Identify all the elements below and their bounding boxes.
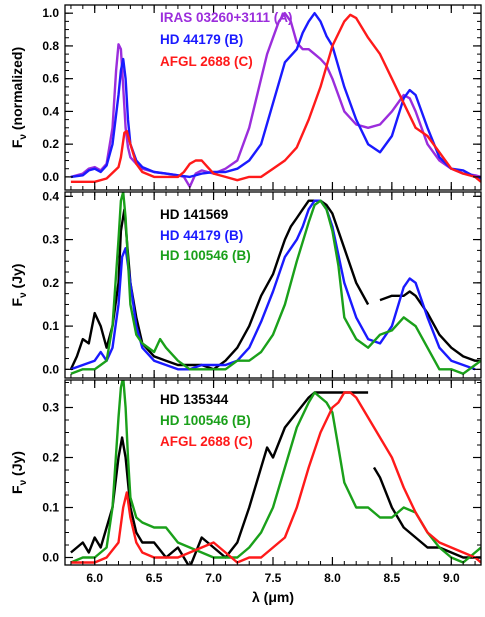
y-tick-label: 0.2 (42, 137, 59, 151)
y-tick-label: 0.1 (42, 501, 59, 515)
y-tick-label: 1.0 (42, 6, 59, 20)
x-axis-title: λ (μm) (252, 589, 294, 605)
plot-frame (64, 191, 482, 379)
x-tick-label: 7.5 (265, 571, 282, 585)
panel-2: 0.0 0.1 0.2 0.3 0.4 Fν (Jy) HD 141569 HD 44179 … (9, 189, 482, 379)
series-hd-44179-b-line (70, 199, 476, 371)
legend-entry-hd-44179-b: HD 44179 (B) (160, 32, 243, 47)
legend-entry-hd-135344: HD 135344 (160, 392, 229, 407)
legend-entry-hd-141569: HD 141569 (160, 207, 228, 222)
y-tick-label: 0.3 (42, 233, 59, 247)
x-tick-label: 8.0 (324, 571, 341, 585)
legend: HD 135344 HD 100546 (B) AFGL 2688 (C) (160, 392, 253, 449)
panel-1: 0.0 0.2 0.4 0.6 0.8 1.0 Fν (normalized) IRAS 03… (9, 4, 482, 191)
y-tick-label: 0.0 (42, 551, 59, 565)
y-tick-label: 0.0 (42, 362, 59, 376)
y-tick-label: 0.1 (42, 319, 59, 333)
legend-entry-hd-100546-b: HD 100546 (B) (160, 413, 251, 428)
series-hd-100546-b-line (70, 380, 481, 564)
y-tick-label: 0.6 (42, 72, 59, 86)
panels: 0.0 0.2 0.4 0.6 0.8 1.0 Fν (normalized) IRAS 03… (9, 4, 482, 605)
series-afgl-2688-c-line (70, 391, 481, 564)
x-tick-label: 9.0 (443, 571, 460, 585)
y-tick-label: 0.3 (42, 401, 59, 415)
y-tick-label: 0.2 (42, 276, 59, 290)
y-axis-title: Fν (Jy) (9, 451, 29, 494)
y-axis-title: Fν (normalized) (9, 47, 29, 148)
y-tick-label: 0.4 (42, 189, 59, 203)
legend-entry-afgl-2688-c: AFGL 2688 (C) (160, 434, 253, 449)
series-hd-100546-b-line (70, 192, 481, 375)
legend-entry-hd-44179-b: HD 44179 (B) (160, 228, 243, 243)
series-hd-135344-line (372, 466, 481, 559)
x-tick-label: 6.5 (146, 571, 163, 585)
y-tick-label: 0.4 (42, 104, 59, 118)
x-tick-label: 6.0 (86, 571, 103, 585)
panel-3: 0.0 0.1 0.2 0.3 6.0 6.5 7.0 7.5 8.0 8.5 9.0 Fν (Jy)… (9, 379, 482, 605)
series-hd-44179-b-line (70, 12, 481, 180)
legend-entry-iras-03260-3111-a: IRAS 03260+3111 (A) (160, 10, 292, 25)
y-tick-label: 0.2 (42, 451, 59, 465)
series-hd-141569-line (379, 290, 481, 362)
series-hd-135344-line (70, 391, 369, 565)
y-axis-title: Fν (Jy) (9, 264, 29, 307)
legend-entry-hd-100546-b: HD 100546 (B) (160, 248, 251, 263)
y-tick-label: 0.8 (42, 39, 59, 53)
y-tick-label: 0.0 (42, 170, 59, 184)
legend: HD 141569 HD 44179 (B) HD 100546 (B) (160, 207, 251, 263)
series-afgl-2688-c-line (70, 13, 481, 183)
x-tick-label: 7.0 (205, 571, 222, 585)
series-iras-03260-3111-a-line (70, 12, 481, 188)
legend-entry-afgl-2688-c: AFGL 2688 (C) (160, 54, 253, 69)
x-tick-label: 8.5 (384, 571, 401, 585)
legend: IRAS 03260+3111 (A) HD 44179 (B) AFGL 2688… (160, 10, 292, 69)
